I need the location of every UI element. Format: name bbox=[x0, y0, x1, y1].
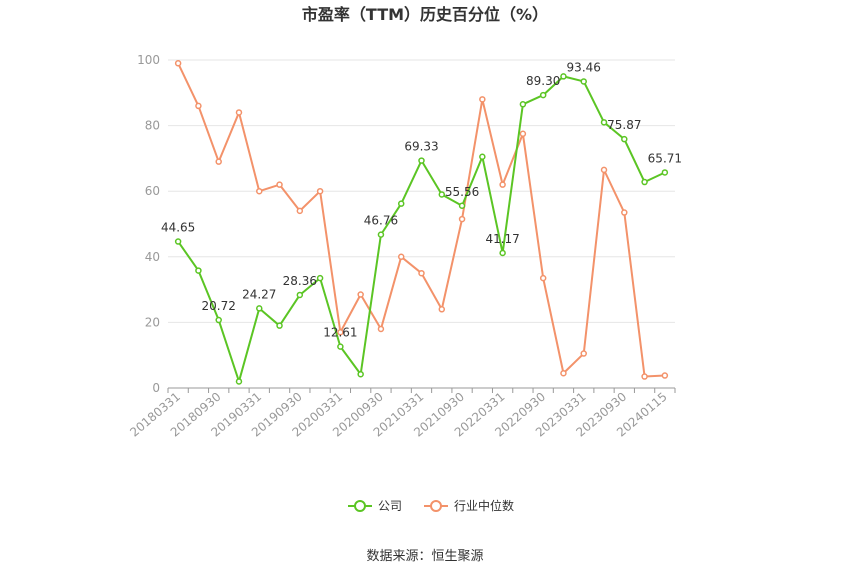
data-point bbox=[458, 215, 466, 223]
data-point bbox=[438, 306, 446, 313]
data-label: 65.71 bbox=[648, 151, 682, 165]
legend-label: 行业中位数 bbox=[454, 498, 514, 513]
data-point bbox=[235, 378, 243, 385]
data-point bbox=[215, 158, 222, 165]
data-point bbox=[256, 305, 263, 312]
data-label: 55.56 bbox=[445, 185, 479, 199]
data-label: 12.61 bbox=[323, 326, 357, 340]
legend-item[interactable]: 行业中位数 bbox=[424, 498, 514, 513]
data-label: 69.33 bbox=[404, 140, 438, 154]
data-point bbox=[560, 369, 567, 377]
data-point bbox=[316, 187, 324, 195]
data-label: 93.46 bbox=[567, 60, 601, 74]
series-line bbox=[177, 75, 666, 383]
data-point bbox=[641, 373, 648, 380]
data-label: 89.30 bbox=[526, 74, 560, 88]
data-point bbox=[600, 166, 608, 174]
data-point bbox=[174, 238, 182, 245]
data-label: 24.27 bbox=[242, 287, 276, 301]
data-point bbox=[235, 109, 243, 116]
data-point bbox=[316, 274, 324, 282]
data-point bbox=[418, 157, 425, 164]
data-point bbox=[337, 343, 344, 350]
legend-marker bbox=[430, 500, 442, 512]
data-point bbox=[397, 200, 405, 207]
data-point bbox=[560, 73, 567, 80]
data-point bbox=[539, 274, 547, 282]
data-point bbox=[479, 153, 486, 161]
series-line bbox=[177, 62, 665, 378]
data-label: 20.72 bbox=[202, 299, 236, 313]
y-tick-label: 40 bbox=[145, 250, 160, 264]
data-point bbox=[195, 267, 202, 274]
data-point bbox=[195, 102, 202, 110]
data-point bbox=[479, 96, 486, 103]
data-point bbox=[377, 231, 385, 238]
series-group bbox=[174, 60, 669, 385]
source-note: 数据来源：恒生聚源 bbox=[366, 549, 483, 564]
data-point bbox=[539, 91, 547, 99]
data-point bbox=[174, 60, 182, 67]
data-point bbox=[357, 291, 364, 298]
data-point bbox=[256, 187, 263, 195]
data-point bbox=[621, 135, 628, 143]
y-tick-label: 100 bbox=[137, 53, 160, 67]
data-label: 44.65 bbox=[161, 221, 195, 235]
data-point bbox=[499, 181, 506, 188]
y-tick-label: 20 bbox=[145, 315, 160, 329]
data-point bbox=[397, 253, 405, 261]
data-point bbox=[357, 370, 364, 378]
grid bbox=[168, 59, 675, 323]
data-point bbox=[337, 328, 344, 336]
data-labels: 44.65 20.72 24.27 28.36 12.61 46.76 69.33 55.56… bbox=[161, 60, 682, 339]
legend-label: 公司 bbox=[378, 499, 402, 513]
data-point bbox=[641, 178, 648, 186]
data-point bbox=[661, 372, 669, 379]
data-point bbox=[215, 316, 222, 324]
data-point bbox=[519, 130, 527, 138]
legend-marker bbox=[354, 500, 366, 512]
data-point bbox=[438, 191, 446, 198]
y-tick-label: 60 bbox=[145, 184, 160, 198]
data-point bbox=[377, 325, 385, 333]
data-point bbox=[458, 202, 466, 210]
legend-item[interactable]: 公司 bbox=[348, 499, 402, 513]
data-point bbox=[276, 181, 283, 188]
data-point bbox=[580, 78, 587, 85]
data-label: 46.76 bbox=[364, 214, 398, 228]
y-tick-label: 0 bbox=[152, 381, 160, 395]
legend[interactable]: 公司 行业中位数 bbox=[348, 498, 514, 513]
data-label: 41.17 bbox=[485, 232, 519, 246]
data-point bbox=[296, 291, 304, 299]
data-label: 28.36 bbox=[283, 274, 317, 288]
data-point bbox=[621, 209, 628, 216]
y-tick-label: 80 bbox=[145, 119, 160, 133]
data-point bbox=[600, 119, 608, 126]
data-point bbox=[661, 169, 669, 176]
data-point bbox=[519, 101, 527, 108]
axes: 0204060801002018033120180930201903312019… bbox=[127, 53, 676, 440]
data-point bbox=[418, 269, 425, 277]
data-point bbox=[499, 249, 506, 257]
data-label: 75.87 bbox=[607, 118, 641, 132]
data-point bbox=[296, 207, 304, 215]
chart-title: 市盈率（TTM）历史百分位（%） bbox=[302, 5, 548, 24]
data-point bbox=[580, 350, 587, 357]
data-point bbox=[276, 322, 283, 329]
